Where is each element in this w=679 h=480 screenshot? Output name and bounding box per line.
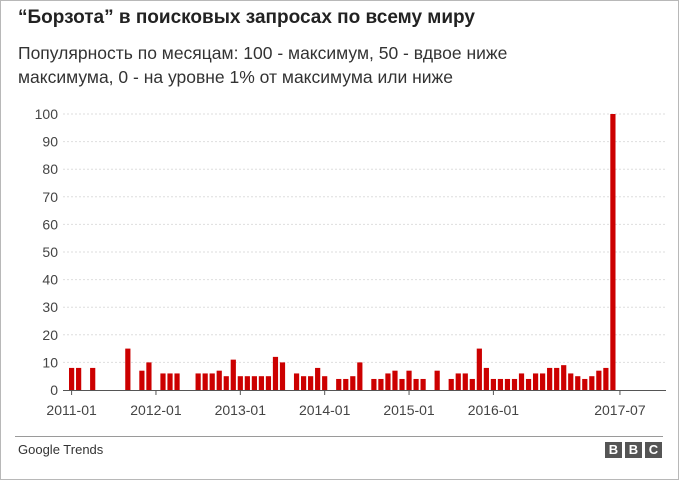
bbc-logo-letter: B [625,442,642,458]
bar-2015-09 [462,373,468,390]
bar-2013-12 [315,367,321,390]
source-label: Google Trends [18,442,104,457]
bar-2016-12 [568,373,574,390]
bar-2016-04 [511,378,518,390]
bar-2012-10 [216,370,222,390]
bar-2014-05 [350,376,356,390]
bbc-logo: B B C [605,442,662,458]
bar-2016-02 [497,378,504,390]
bar-2015-11 [476,348,482,390]
bar-2015-05 [434,370,440,390]
bar-2013-11 [308,376,314,390]
bar-2013-10 [300,376,307,390]
x-tick-label: 2015-01 [383,402,435,418]
gridlines [63,113,666,363]
x-tick-label: 2013-01 [215,402,267,418]
bar-2014-04 [343,378,349,390]
x-tick-label: 2016-01 [468,402,520,418]
x-tick-label: 2012-01 [130,402,182,418]
bar-2013-09 [293,373,300,390]
y-tick-label: 10 [42,354,58,370]
bar-2017-04 [596,370,602,390]
bar-2015-03 [420,378,426,390]
bar-2012-11 [223,376,229,390]
bar-2014-08 [371,378,377,390]
bars [69,114,616,390]
bar-2012-12 [230,359,236,390]
bar-2012-08 [202,373,208,390]
bar-2017-06 [610,114,616,390]
y-tick-label: 0 [50,382,58,398]
bar-2016-09 [547,367,553,390]
bar-2017-01 [575,376,581,390]
bar-2016-10 [554,367,560,390]
bar-2012-02 [160,373,166,390]
bar-2014-01 [322,376,328,390]
bar-2014-03 [336,378,342,390]
bar-2011-11 [139,370,145,390]
y-tick-label: 50 [42,244,58,260]
y-tick-label: 40 [42,272,58,288]
bar-2013-04 [258,376,265,390]
y-tick-label: 60 [42,216,58,232]
bar-2013-01 [237,376,243,390]
bar-2012-09 [209,373,215,390]
x-axis-labels: 2011-01 2012-01 2013-01 2014-01 2015-01 2016-… [46,390,646,418]
x-tick-label: 2014-01 [299,402,351,418]
bar-2013-02 [244,376,250,390]
y-tick-label: 100 [35,106,59,122]
bar-2015-08 [455,373,461,390]
bar-2011-02 [76,367,82,390]
x-tick-label: 2017-07 [594,402,646,418]
y-tick-label: 20 [42,327,58,343]
bbc-logo-letter: B [605,442,622,458]
chart-title: “Борзота” в поисковых запросах по всему … [18,7,475,28]
bar-2011-01 [69,367,75,390]
bar-2016-06 [525,378,532,390]
bar-2014-11 [392,370,398,390]
bar-2017-03 [589,376,595,390]
bar-2014-12 [399,378,405,390]
bar-2016-11 [561,365,567,390]
bar-2014-10 [385,373,391,390]
bar-2015-02 [413,378,419,390]
bar-2017-02 [582,378,588,390]
bar-2015-07 [448,378,454,390]
bar-2015-10 [469,378,475,390]
y-tick-label: 80 [42,161,58,177]
bar-2016-07 [532,373,539,390]
bar-2013-05 [265,376,272,390]
bar-2013-06 [272,356,279,390]
y-axis-labels: 0 10 20 30 40 50 60 70 80 90 100 [35,106,59,398]
footer-divider [15,436,663,437]
y-tick-label: 90 [42,134,58,150]
y-tick-label: 70 [42,189,58,205]
bar-2014-06 [357,362,363,390]
chart-subtitle: Популярность по месяцам: 100 - максимум,… [18,43,508,87]
bar-2012-04 [174,373,180,390]
bar-2011-04 [90,367,96,390]
bar-2011-09 [125,348,131,390]
bar-2016-01 [490,378,496,390]
y-tick-label: 30 [42,299,58,315]
bbc-logo-letter: C [645,442,662,458]
bar-2016-03 [504,378,511,390]
bar-2013-03 [251,376,257,390]
bar-2015-01 [406,370,412,390]
bar-2017-05 [603,367,609,390]
bar-2012-07 [195,373,201,390]
bar-2013-07 [279,362,286,390]
bar-2012-03 [167,373,173,390]
x-tick-label: 2011-01 [46,402,97,418]
bar-2016-08 [540,373,546,390]
bar-2016-05 [518,373,525,390]
bar-2011-12 [146,362,152,390]
bar-2014-09 [378,378,384,390]
bar-2015-12 [483,367,489,390]
